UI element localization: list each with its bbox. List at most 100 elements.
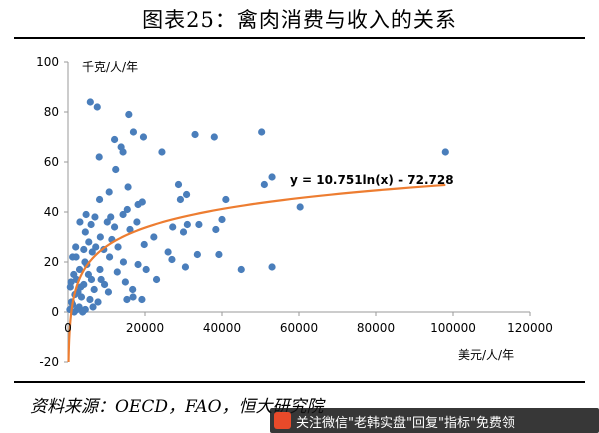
data-point xyxy=(104,288,113,296)
data-point xyxy=(114,243,122,251)
data-point xyxy=(110,135,119,144)
data-point xyxy=(113,268,121,276)
data-point xyxy=(123,205,131,214)
data-point xyxy=(77,293,86,301)
data-point xyxy=(89,303,97,311)
data-point xyxy=(93,103,101,111)
x-axis-label: 美元/人/年 xyxy=(458,348,514,362)
watermark-banner: 关注微信"老韩实盘"回复"指标"免费领 xyxy=(270,408,599,433)
data-point xyxy=(81,228,89,236)
data-point xyxy=(87,220,95,229)
data-point xyxy=(210,133,218,141)
data-point xyxy=(193,250,201,259)
data-point xyxy=(124,183,132,191)
data-point xyxy=(119,148,127,156)
data-point xyxy=(237,265,245,274)
data-point xyxy=(95,153,103,161)
data-point xyxy=(123,295,131,304)
bottom-rule xyxy=(14,381,585,383)
data-point xyxy=(72,253,80,261)
data-points xyxy=(66,98,449,316)
data-point xyxy=(96,233,104,241)
data-point xyxy=(191,130,199,139)
data-point xyxy=(80,245,88,254)
trendline xyxy=(67,183,446,363)
y-tick-label: 80 xyxy=(44,105,59,119)
data-point xyxy=(96,265,104,274)
data-point xyxy=(119,210,127,219)
data-point xyxy=(150,233,158,241)
x-tick-label: 40000 xyxy=(203,321,241,335)
data-point xyxy=(182,190,191,199)
axes xyxy=(64,61,531,363)
data-point xyxy=(134,200,142,209)
y-tick-label: 60 xyxy=(44,155,59,169)
data-point xyxy=(79,308,87,316)
data-point xyxy=(260,180,268,189)
data-point xyxy=(90,285,98,294)
data-point xyxy=(110,223,119,231)
top-rule xyxy=(14,37,585,39)
data-point xyxy=(121,278,129,286)
data-point xyxy=(268,173,276,181)
data-point xyxy=(86,295,94,304)
data-point xyxy=(85,238,93,246)
data-point xyxy=(138,295,146,304)
x-tick-label: 60000 xyxy=(280,321,318,335)
data-point xyxy=(218,215,226,224)
data-point xyxy=(174,180,183,189)
data-point xyxy=(140,240,148,249)
x-tick-label: 80000 xyxy=(357,321,395,335)
data-point xyxy=(179,228,188,236)
x-tick-label: 120000 xyxy=(507,321,553,335)
trendline-group xyxy=(67,183,446,363)
x-tick-label: 0 xyxy=(64,321,72,335)
data-point xyxy=(181,263,190,271)
data-point xyxy=(296,203,304,211)
data-point xyxy=(268,263,276,271)
data-point xyxy=(183,220,191,229)
data-point xyxy=(168,255,176,264)
data-point xyxy=(129,285,137,294)
data-point xyxy=(92,243,100,251)
data-point xyxy=(103,218,111,226)
data-point xyxy=(77,283,85,291)
x-tick-label: 20000 xyxy=(126,321,164,335)
data-point xyxy=(88,248,96,256)
data-point xyxy=(142,265,150,274)
data-point xyxy=(129,128,138,136)
data-point xyxy=(72,243,80,251)
data-point xyxy=(107,213,115,221)
data-point xyxy=(73,305,81,314)
data-point xyxy=(176,195,185,204)
data-point xyxy=(95,195,104,204)
data-point xyxy=(125,110,133,119)
data-point xyxy=(105,188,113,196)
data-point xyxy=(222,195,230,204)
data-point xyxy=(129,293,137,301)
data-point xyxy=(441,148,449,156)
data-point xyxy=(215,250,223,259)
data-point xyxy=(67,278,75,286)
x-tick-label: 100000 xyxy=(430,321,476,335)
data-point xyxy=(195,220,203,229)
data-point xyxy=(134,260,142,269)
data-point xyxy=(169,223,177,231)
data-point xyxy=(126,225,134,234)
data-point xyxy=(258,128,266,136)
data-point xyxy=(75,265,84,274)
y-tick-label: 20 xyxy=(44,255,59,269)
data-point xyxy=(133,218,141,226)
data-point xyxy=(105,253,114,261)
source-note: 资料来源：OECD，FAO，恒大研究院 xyxy=(30,397,324,417)
data-point xyxy=(100,280,109,289)
y-tick-label: 40 xyxy=(44,205,59,219)
data-point xyxy=(164,248,172,256)
data-point xyxy=(212,225,220,234)
y-tick-label: 0 xyxy=(51,305,59,319)
data-point xyxy=(91,213,99,221)
y-tick-label: 100 xyxy=(36,55,59,69)
trendline-equation: y = 10.751ln(x) - 72.728 xyxy=(290,173,454,187)
data-point xyxy=(139,133,148,141)
y-tick-label: -20 xyxy=(39,355,59,369)
